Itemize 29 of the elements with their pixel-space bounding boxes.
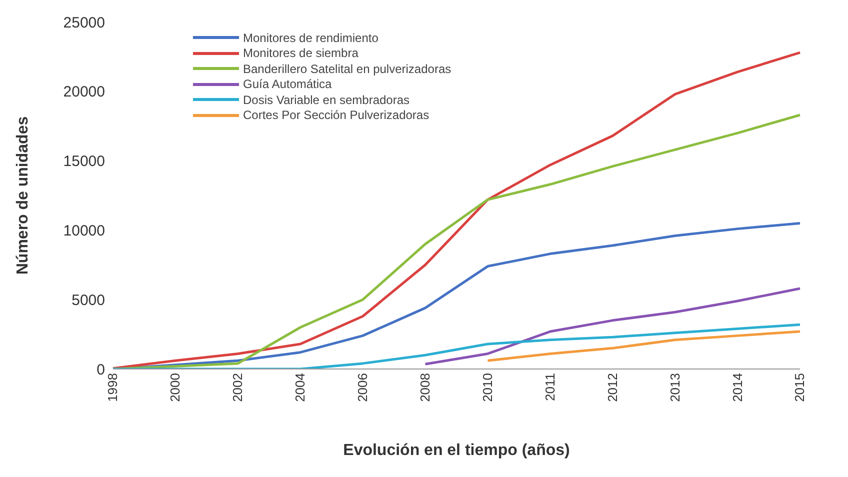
x-tick-label: 1998 bbox=[105, 373, 120, 402]
y-axis-title: Número de unidades bbox=[14, 116, 32, 275]
x-tick-label: 2000 bbox=[168, 373, 183, 402]
legend-label: Monitores de rendimiento bbox=[243, 30, 378, 45]
line-series bbox=[112, 323, 802, 369]
x-tick-label: 2002 bbox=[230, 373, 246, 402]
x-tick-label: 2014 bbox=[730, 373, 745, 402]
x-tick-label: 2004 bbox=[292, 373, 308, 402]
legend-label: Dosis Variable en sembradoras bbox=[243, 92, 410, 107]
y-tick-label: 25000 bbox=[63, 14, 105, 32]
y-tick-label: 10000 bbox=[63, 222, 105, 240]
x-tick-label: 2015 bbox=[792, 373, 808, 402]
legend-label: Banderillero Satelital en pulverizadoras bbox=[243, 62, 452, 76]
x-tick-label: 2006 bbox=[355, 373, 370, 402]
y-tick-label: 5000 bbox=[72, 292, 105, 309]
x-tick-label: 2010 bbox=[480, 373, 495, 402]
legend-label: Monitores de siembra bbox=[243, 46, 358, 60]
legend-label: Cortes Por Sección Pulverizadoras bbox=[243, 108, 430, 122]
legend-label: Guía Automática bbox=[243, 77, 332, 92]
y-tick-label: 0 bbox=[96, 361, 105, 378]
x-tick-label: 2012 bbox=[604, 373, 620, 402]
line-series bbox=[486, 330, 802, 362]
x-tick-label: 2011 bbox=[542, 373, 558, 401]
x-axis-title: Evolución en el tiempo (años) bbox=[343, 442, 570, 459]
x-tick-label: 2013 bbox=[667, 373, 682, 402]
line-series bbox=[424, 287, 802, 366]
y-tick-label: 20000 bbox=[63, 84, 105, 101]
x-tick-label: 2008 bbox=[418, 373, 433, 402]
y-tick-label: 15000 bbox=[63, 153, 105, 170]
